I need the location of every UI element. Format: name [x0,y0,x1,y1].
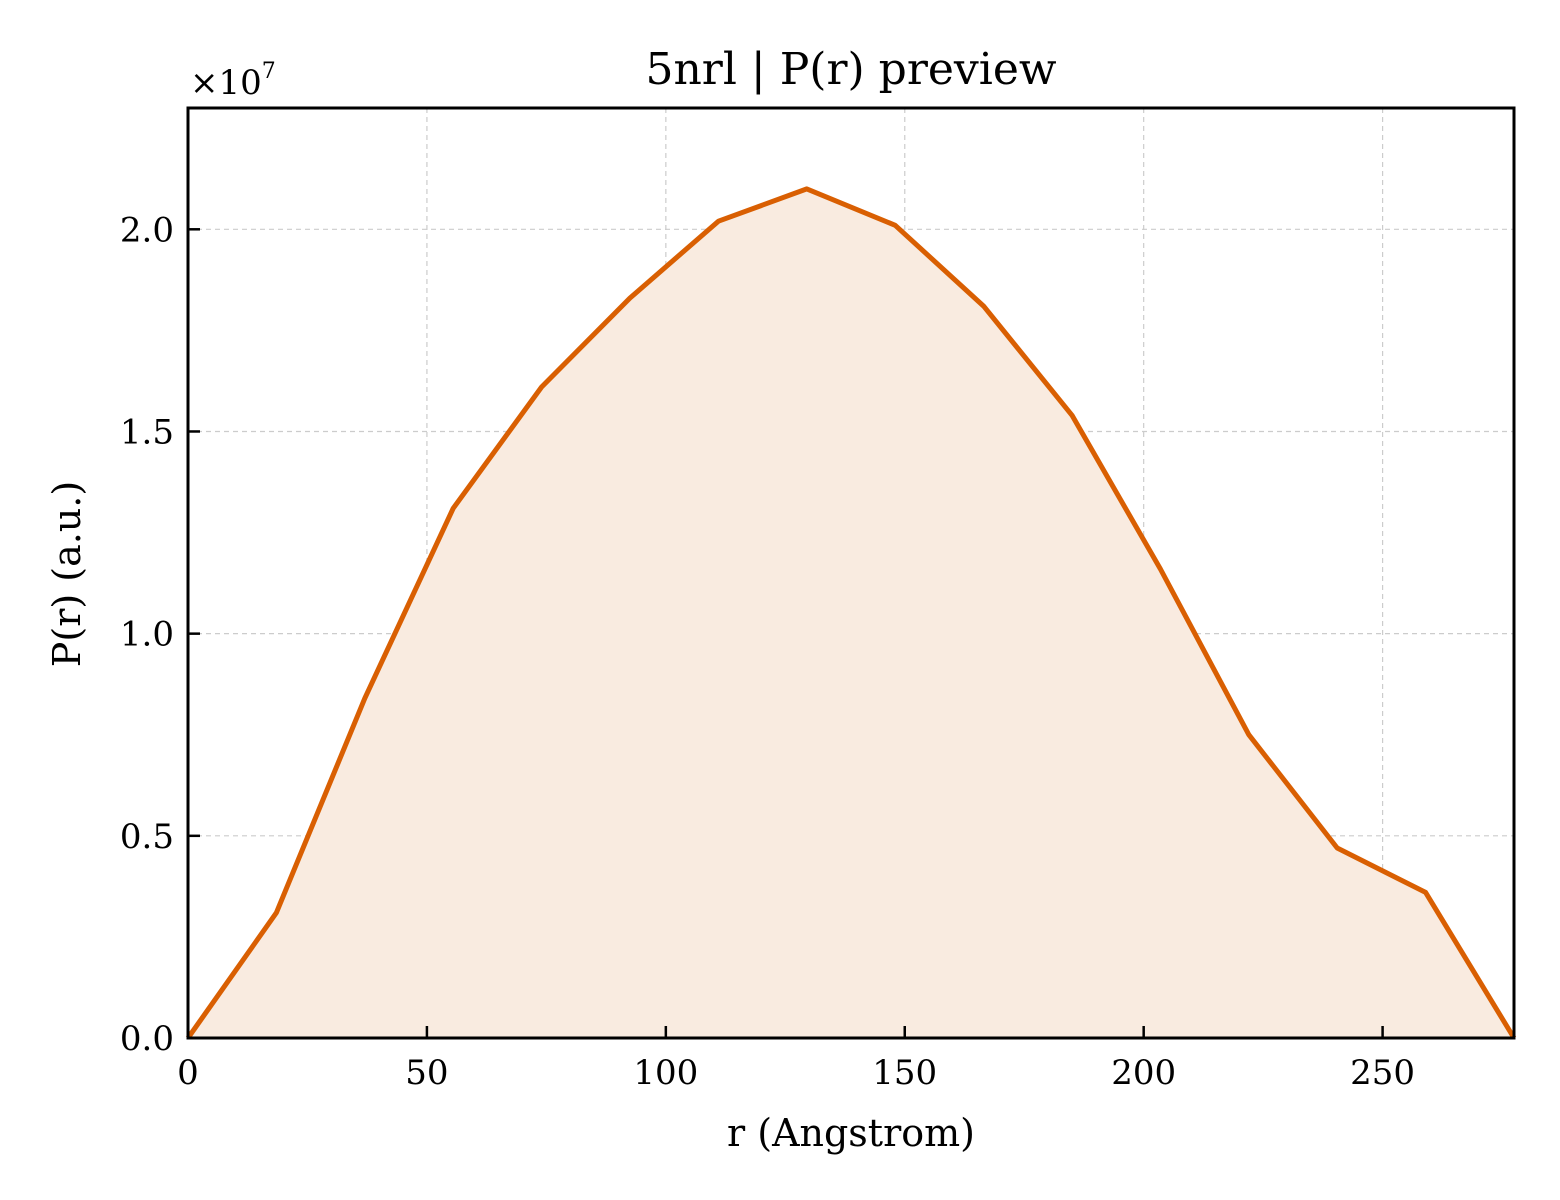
pr-area-fill [188,188,1514,1038]
x-tick-label: 100 [633,1053,698,1093]
x-axis-label: r (Angstrom) [727,1111,975,1155]
y-axis-multiplier: ×107 [190,59,276,103]
x-tick-label: 150 [872,1053,937,1093]
x-tick-label: 0 [177,1053,199,1093]
plot-frame [186,106,1516,1040]
x-tick-label: 50 [405,1053,448,1093]
y-tick-label: 1.0 [120,615,174,655]
y-axis-label: P(r) (a.u.) [45,481,89,667]
x-axis-ticks: 0 50 100 150 200 250 [177,1026,1415,1093]
y-tick-label: 0.0 [120,1019,174,1059]
x-tick-label: 200 [1111,1053,1176,1093]
y-tick-label: 2.0 [120,210,174,250]
chart-title: 5nrl | P(r) preview [645,44,1056,95]
y-axis-ticks: 0.0 0.5 1.0 1.5 2.0 [120,210,200,1059]
pr-series-line [185,186,1517,1040]
y-tick-label: 1.5 [120,412,174,452]
x-tick-label: 250 [1350,1053,1415,1093]
y-tick-label: 0.5 [120,817,174,857]
